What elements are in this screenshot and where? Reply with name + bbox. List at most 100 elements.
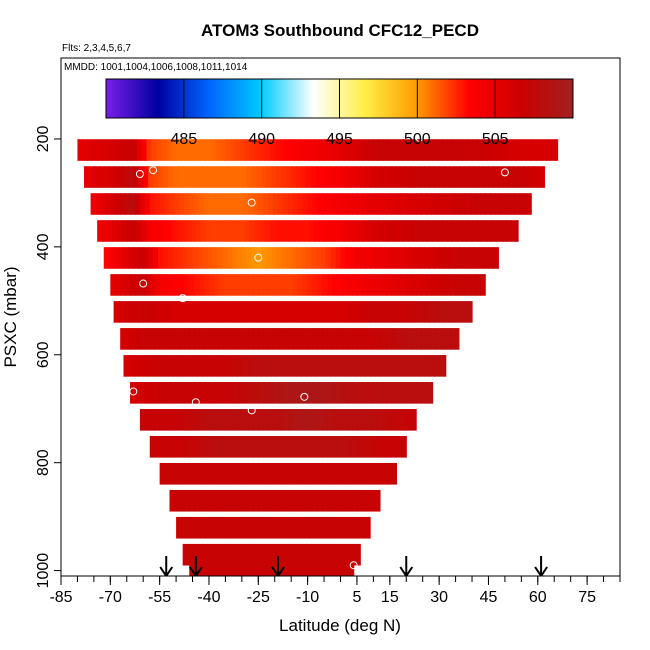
heatmap-cell xyxy=(139,328,146,350)
heatmap-cell xyxy=(133,247,139,269)
heatmap-cell xyxy=(370,247,376,269)
heatmap-cell xyxy=(457,139,463,161)
heatmap-cell xyxy=(282,328,289,350)
heatmap-cell xyxy=(273,436,279,458)
heatmap-cell xyxy=(271,301,277,323)
heatmap-cell xyxy=(282,489,289,512)
heatmap-cell xyxy=(424,166,430,188)
heatmap-cell xyxy=(202,301,208,323)
heatmap-cell xyxy=(332,409,338,431)
heatmap-cell xyxy=(279,516,286,539)
sample-point xyxy=(247,406,256,415)
heatmap-cell xyxy=(348,220,355,242)
heatmap-cell xyxy=(458,247,465,269)
heatmap-cell xyxy=(100,193,106,215)
heatmap-cell xyxy=(227,247,233,269)
heatmap-cell xyxy=(208,328,215,350)
heatmap-cell xyxy=(345,247,351,269)
heatmap-cell xyxy=(276,247,282,269)
heatmap-cell xyxy=(187,301,194,323)
heatmap-cell xyxy=(248,489,254,512)
heatmap-cell xyxy=(337,193,343,215)
heatmap-cell xyxy=(396,274,402,296)
heatmap-cell xyxy=(513,166,519,188)
heatmap-cell xyxy=(261,355,268,377)
heatmap-cell xyxy=(93,166,100,188)
heatmap-cell xyxy=(218,436,225,458)
heatmap-cell xyxy=(463,247,470,269)
heatmap-cell xyxy=(506,139,513,161)
heatmap-cell xyxy=(159,462,166,485)
heatmap-cell xyxy=(356,193,363,215)
heatmap-cell xyxy=(384,301,391,323)
heatmap-cell xyxy=(324,139,330,161)
heatmap-cell xyxy=(347,382,353,404)
heatmap-cell xyxy=(159,193,166,215)
heatmap-cell xyxy=(358,139,365,161)
heatmap-cell xyxy=(352,328,358,350)
heatmap-cell xyxy=(424,301,430,323)
heatmap-cell xyxy=(524,193,531,215)
heatmap-cell xyxy=(391,193,397,215)
heatmap-cell xyxy=(222,247,228,269)
heatmap-cell xyxy=(319,139,325,161)
heatmap-cell xyxy=(256,301,263,323)
heatmap-cell xyxy=(297,565,304,576)
x-tick-label: 60 xyxy=(529,589,547,606)
heatmap-band xyxy=(189,565,355,576)
heatmap-band xyxy=(84,166,545,188)
heatmap-cell xyxy=(455,274,462,296)
heatmap-cell xyxy=(328,516,335,539)
heatmap-cell xyxy=(383,220,389,242)
heatmap-cell xyxy=(356,489,363,512)
heatmap-band xyxy=(182,543,361,566)
heatmap-cell xyxy=(310,355,317,377)
heatmap-cell xyxy=(391,436,397,458)
heatmap-cell xyxy=(412,139,419,161)
heatmap-cell xyxy=(453,247,460,269)
heatmap-cell xyxy=(312,328,319,350)
heatmap-cell xyxy=(302,328,309,350)
heatmap-cell xyxy=(266,543,273,566)
flight-arrow xyxy=(399,556,414,576)
heatmap-cell xyxy=(444,301,450,323)
heatmap-cell xyxy=(222,355,228,377)
heatmap-cell xyxy=(123,166,130,188)
heatmap-cell xyxy=(256,247,263,269)
heatmap-cell xyxy=(353,516,360,539)
heatmap-cell xyxy=(138,355,144,377)
heatmap-cell xyxy=(421,193,427,215)
heatmap-cell xyxy=(217,247,223,269)
heatmap-cell xyxy=(240,220,246,242)
heatmap-cell xyxy=(213,274,220,296)
heatmap-cell xyxy=(199,565,205,576)
heatmap-cell xyxy=(366,328,373,350)
heatmap-cell xyxy=(435,328,442,350)
heatmap-cell xyxy=(238,193,245,215)
heatmap-cell xyxy=(228,193,235,215)
heatmap-cell xyxy=(542,166,545,188)
heatmap-cell xyxy=(289,220,296,242)
heatmap-cell xyxy=(371,462,378,485)
heatmap-cell xyxy=(230,516,236,539)
heatmap-cell xyxy=(207,247,213,269)
x-tick-label: -85 xyxy=(49,589,72,606)
heatmap-cell xyxy=(113,247,120,269)
heatmap-band xyxy=(110,274,486,296)
heatmap-cell xyxy=(332,462,338,485)
heatmap-cell xyxy=(352,382,358,404)
heatmap-cell xyxy=(118,166,125,188)
heatmap-cell xyxy=(194,193,200,215)
heatmap-cell xyxy=(437,139,444,161)
heatmap-cell xyxy=(353,139,360,161)
heatmap-cell xyxy=(218,409,225,431)
heatmap-cell xyxy=(301,543,307,566)
heatmap-cell xyxy=(273,489,279,512)
heatmap-cell xyxy=(291,543,297,566)
heatmap-cell xyxy=(179,193,185,215)
heatmap-cell xyxy=(472,139,478,161)
heatmap-cell xyxy=(402,220,409,242)
heatmap-cell xyxy=(394,166,401,188)
heatmap-cell xyxy=(248,382,254,404)
heatmap-cell xyxy=(212,355,218,377)
